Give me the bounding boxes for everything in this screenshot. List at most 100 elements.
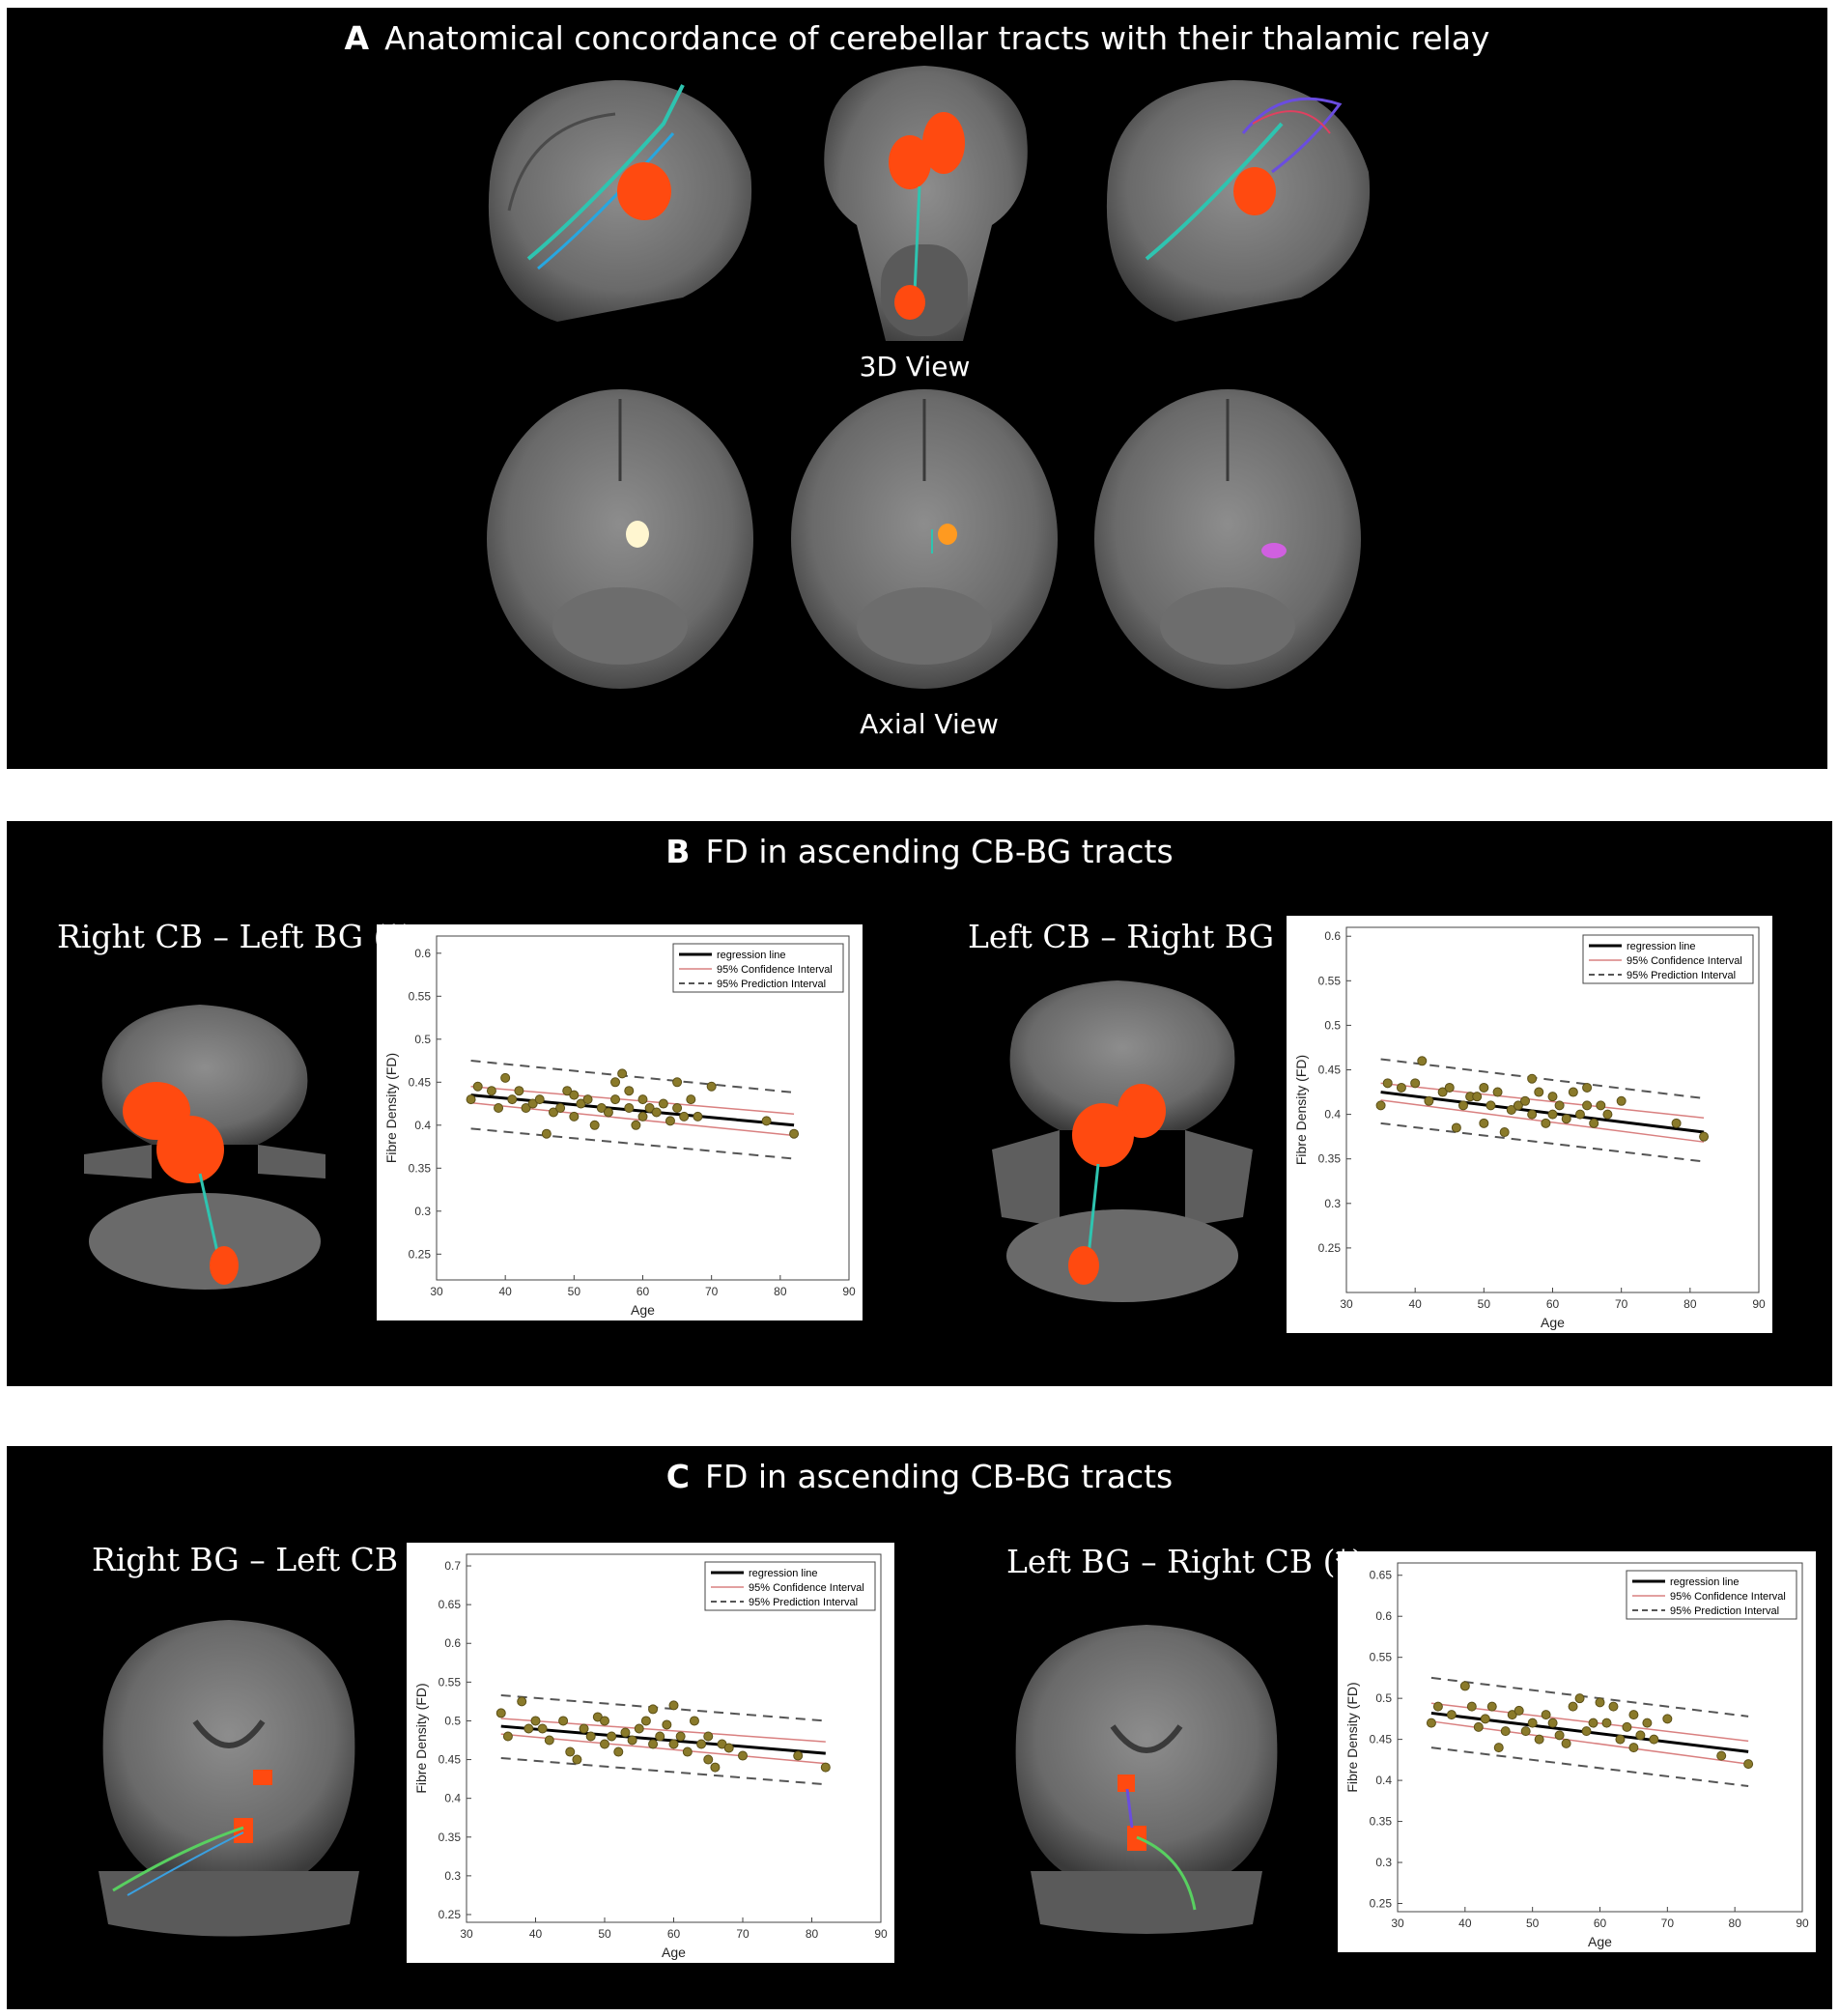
mri-c-left [99,1620,359,1937]
x-axis-label: Age [662,1945,686,1960]
data-point [668,1700,679,1711]
mri-c-right [1015,1625,1278,1934]
x-tick-label: 40 [1408,1297,1422,1311]
data-point [507,1094,518,1105]
y-tick-label: 0.4 [1324,1108,1341,1122]
data-point [640,1716,651,1726]
data-point [1493,1743,1504,1753]
y-axis-label: Fibre Density (FD) [1344,1682,1360,1792]
y-tick-label: 0.45 [439,1753,462,1767]
mri-b-left [84,1005,325,1290]
data-point [682,1746,693,1757]
data-point [1582,1082,1593,1093]
x-tick-label: 90 [1752,1297,1766,1311]
x-tick-label: 30 [1391,1917,1404,1930]
data-point [569,1090,580,1100]
data-point [527,1098,538,1109]
data-point [558,1716,569,1726]
legend-label-prediction: 95% Prediction Interval [1670,1605,1779,1617]
x-tick-label: 80 [806,1927,819,1941]
data-point [1628,1743,1639,1753]
x-tick-label: 50 [1526,1917,1540,1930]
data-point [1457,1100,1468,1111]
y-tick-label: 0.25 [409,1247,432,1261]
mri-axial-left [487,389,753,689]
plot-area [1397,1562,1803,1913]
data-point [679,1111,690,1122]
y-tick-label: 0.55 [409,989,432,1003]
data-point [1479,1082,1489,1093]
mri-axial-right [1094,389,1361,689]
data-point [1581,1726,1592,1737]
chart-c-left: 30 40 50 60 70 80 90 0.25 0.3 0.35 0.4 0.45 0.5 0.55 0… [407,1543,894,1963]
mri-axial-center [791,389,1058,689]
x-tick-label: 70 [1661,1917,1675,1930]
data-point [500,1072,511,1083]
chart-b-right: 30 40 50 60 70 80 90 0.25 0.3 0.35 0.4 0.45 0.5 0.55 0… [1287,916,1772,1333]
x-tick-label: 30 [460,1927,473,1941]
regression-line [1380,1091,1705,1134]
data-point [710,1762,721,1773]
data-point [637,1111,648,1122]
panel-a-letter: A [344,19,370,57]
data-point [1520,1726,1531,1737]
panel-c-left-label: Right BG – Left CB (*) [92,1541,449,1578]
data-point [572,1754,582,1765]
data-point [610,1077,621,1088]
data-point [1534,1087,1544,1097]
data-point [1486,1701,1497,1712]
data-point [648,1739,659,1749]
y-tick-label: 0.25 [1318,1241,1342,1255]
data-point [1424,1095,1434,1106]
data-point [703,1731,714,1742]
x-tick-label: 60 [637,1285,650,1298]
confidence-interval-lower [500,1733,826,1765]
data-point [544,1735,554,1746]
prediction-interval-upper [470,1060,795,1093]
y-tick-label: 0.35 [1370,1815,1393,1829]
y-tick-label: 0.25 [1370,1897,1393,1911]
data-point [1568,1087,1578,1097]
data-point [486,1086,496,1096]
x-tick-label: 80 [1683,1297,1697,1311]
data-point [1375,1100,1386,1111]
x-tick-label: 80 [774,1285,787,1298]
y-tick-label: 0.3 [414,1205,431,1218]
data-point [1596,1100,1606,1111]
data-point [1608,1701,1619,1712]
data-point [1466,1701,1477,1712]
y-tick-label: 0.65 [439,1598,462,1611]
data-point [627,1735,637,1746]
data-point [562,1086,573,1096]
data-point [569,1111,580,1122]
data-point [651,1107,662,1118]
data-point [1635,1730,1646,1741]
x-axis-label: Age [1588,1934,1612,1949]
data-point [1671,1118,1682,1128]
panel-c-title-text: FD in ascending CB-BG tracts [704,1458,1174,1495]
data-point [472,1081,483,1092]
legend-label-prediction: 95% Prediction Interval [749,1597,858,1608]
data-point [502,1731,513,1742]
data-point [1417,1056,1428,1066]
y-axis-label: Fibre Density (FD) [413,1683,429,1793]
confidence-interval-upper [500,1718,826,1743]
legend-label-confidence: 95% Confidence Interval [1670,1591,1786,1603]
data-point [1432,1701,1443,1712]
panel-b-title-text: FD in ascending CB-BG tracts [705,833,1174,870]
data-point [1527,1109,1538,1120]
data-point [738,1750,748,1761]
x-tick-label: 60 [1594,1917,1607,1930]
data-point [521,1103,531,1113]
y-tick-label: 0.35 [1318,1152,1342,1166]
x-tick-label: 50 [1478,1297,1491,1311]
y-tick-label: 0.6 [1324,929,1341,943]
data-point [607,1731,617,1742]
x-tick-label: 90 [1796,1917,1809,1930]
x-tick-label: 60 [667,1927,681,1941]
y-tick-label: 0.5 [414,1033,431,1046]
data-point [514,1086,524,1096]
data-point [576,1098,586,1109]
y-tick-label: 0.55 [1370,1651,1393,1664]
data-point [1574,1109,1585,1120]
